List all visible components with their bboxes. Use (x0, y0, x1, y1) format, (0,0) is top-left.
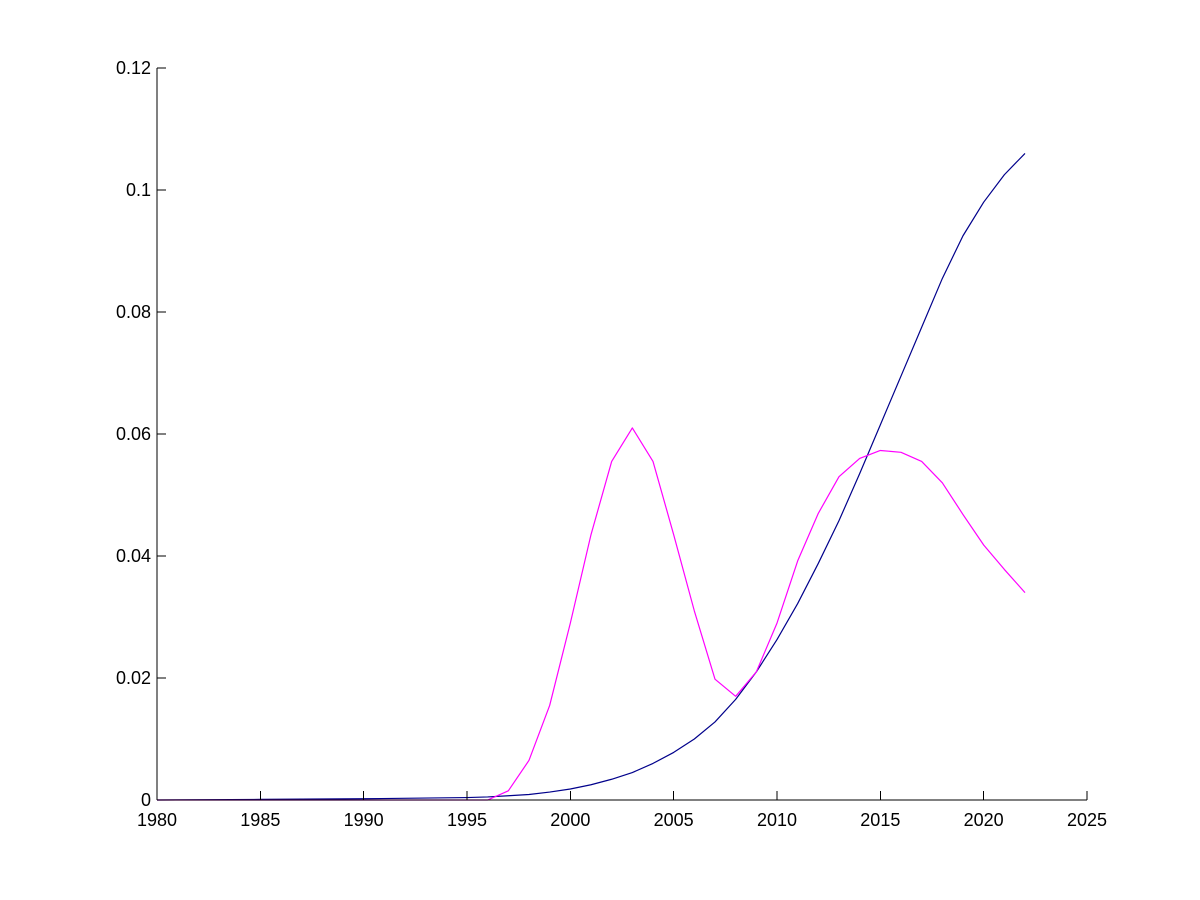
y-tick-label: 0.08 (116, 302, 151, 322)
y-tick-label: 0.1 (126, 180, 151, 200)
y-tick-label: 0.12 (116, 58, 151, 78)
series-line-1 (156, 152, 1026, 801)
x-axis-ticks: 1980 1985 1990 1995 2000 2005 2010 2015 2020 2025 (137, 791, 1107, 830)
x-tick-label: 1995 (447, 810, 487, 830)
x-tick-label: 2005 (654, 810, 694, 830)
x-tick-label: 1980 (137, 810, 177, 830)
y-tick-label: 0.06 (116, 424, 151, 444)
x-tick-label: 1985 (240, 810, 280, 830)
x-tick-label: 2000 (550, 810, 590, 830)
x-tick-label: 2020 (964, 810, 1004, 830)
y-tick-label: 0.02 (116, 668, 151, 688)
y-axis-ticks: 0 0.02 0.04 0.06 0.08 0.1 0.12 (116, 58, 166, 810)
x-tick-label: 2025 (1067, 810, 1107, 830)
x-tick-label: 1990 (344, 810, 384, 830)
y-tick-label: 0 (141, 790, 151, 810)
series-line-2 (157, 427, 1026, 801)
x-tick-label: 2015 (860, 810, 900, 830)
series-layer (156, 152, 1026, 801)
y-tick-label: 0.04 (116, 546, 151, 566)
x-tick-label: 2010 (757, 810, 797, 830)
